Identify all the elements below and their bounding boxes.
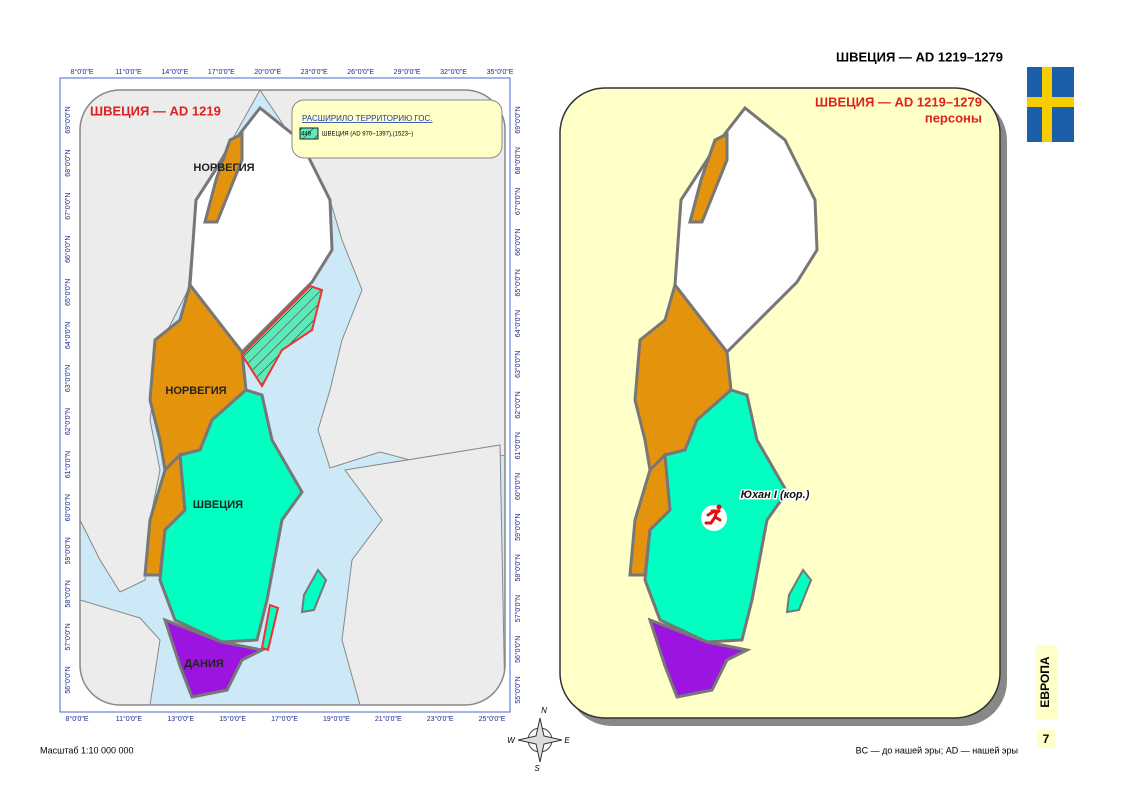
latitude-label: 66°0'0"N <box>64 236 72 263</box>
longitude-label: 19°0'0"E <box>323 715 350 723</box>
latitude-label: 69°0'0"N <box>64 106 72 133</box>
latitude-label: 56°0'0"N <box>514 636 522 663</box>
latitude-label: 64°0'0"N <box>64 322 72 349</box>
latitude-label: 64°0'0"N <box>514 310 522 337</box>
latitude-label: 60°0'0"N <box>64 494 72 521</box>
person-icon <box>701 504 727 531</box>
longitude-label: 29°0'0"E <box>394 68 421 76</box>
right-map: ШВЕЦИЯ — AD 1219–1279 персоны Юхан I (ко… <box>559 87 1007 726</box>
flag <box>1027 67 1074 142</box>
longitude-label: 8°0'0"E <box>66 715 89 723</box>
latitude-label: 63°0'0"N <box>64 365 72 392</box>
compass-letter: N <box>541 706 547 715</box>
latitude-label: 65°0'0"N <box>64 279 72 306</box>
longitude-label: 21°0'0"E <box>375 715 402 723</box>
latitude-label: 57°0'0"N <box>64 623 72 650</box>
longitude-label: 13°0'0"E <box>167 715 194 723</box>
latitude-label: 66°0'0"N <box>514 229 522 256</box>
longitude-label: 17°0'0"E <box>208 68 235 76</box>
legend-label: ШВЕЦИЯ (AD 970–1397),(1523–) <box>322 132 413 138</box>
latitude-label: 60°0'0"N <box>514 473 522 500</box>
longitude-label: 26°0'0"E <box>347 68 374 76</box>
region-label: ДАНИЯ <box>184 658 224 670</box>
latitude-label: 55°0'0"N <box>514 676 522 703</box>
map-subtitle: персоны <box>925 110 982 125</box>
latitude-label: 56°0'0"N <box>64 666 72 693</box>
longitude-label: 8°0'0"E <box>71 68 94 76</box>
legend-title: РАСШИРИЛО ТЕРРИТОРИЮ ГОС. <box>302 114 433 123</box>
longitude-label: 23°0'0"E <box>427 715 454 723</box>
compass: N E S W <box>507 706 570 773</box>
latitude-label: 61°0'0"N <box>514 432 522 459</box>
region-label: НОРВЕГИЯ <box>193 162 254 174</box>
latitude-label: 63°0'0"N <box>514 351 522 378</box>
legend-code: 449 <box>301 132 312 138</box>
page-number-box <box>1037 730 1055 748</box>
era-note: BC — до нашей эры; AD — нашей эры <box>856 745 1018 755</box>
latitude-label: 59°0'0"N <box>514 514 522 541</box>
longitude-label: 15°0'0"E <box>219 715 246 723</box>
longitude-label: 20°0'0"E <box>254 68 281 76</box>
region-label: НОРВЕГИЯ <box>165 385 226 397</box>
latitude-label: 68°0'0"N <box>514 147 522 174</box>
map-title: ШВЕЦИЯ — AD 1219–1279 <box>815 94 982 109</box>
side-tab <box>1035 645 1057 720</box>
latitude-label: 68°0'0"N <box>64 149 72 176</box>
latitude-label: 57°0'0"N <box>514 595 522 622</box>
latitude-label: 67°0'0"N <box>514 188 522 215</box>
map-title: ШВЕЦИЯ — AD 1219 <box>90 103 221 118</box>
compass-letter: E <box>564 736 570 745</box>
legend: РАСШИРИЛО ТЕРРИТОРИЮ ГОС. 449 ШВЕЦИЯ (AD… <box>291 99 503 159</box>
longitude-label: 23°0'0"E <box>301 68 328 76</box>
side-tab-label: ЕВРОПА <box>1038 656 1052 707</box>
compass-letter: W <box>507 736 516 745</box>
latitude-label: 67°0'0"N <box>64 193 72 220</box>
longitude-label: 32°0'0"E <box>440 68 467 76</box>
longitude-label: 11°0'0"E <box>115 68 142 76</box>
left-map: 8°0'0"E 11°0'0"E 14°0'0"E 17°0'0"E 20°0'0"E 2… <box>59 68 522 723</box>
region-label: ШВЕЦИЯ <box>193 499 243 511</box>
latitude-label: 65°0'0"N <box>514 269 522 296</box>
scale-text: Масштаб 1:10 000 000 <box>40 745 134 755</box>
latitude-label: 62°0'0"N <box>514 391 522 418</box>
compass-letter: S <box>534 764 540 773</box>
longitude-label: 25°0'0"E <box>479 715 506 723</box>
person-label: Юхан I (кор.) <box>741 489 810 501</box>
latitude-label: 61°0'0"N <box>64 451 72 478</box>
latitude-label: 69°0'0"N <box>514 106 522 133</box>
page-title: ШВЕЦИЯ — AD 1219–1279 <box>836 49 1003 64</box>
longitude-label: 14°0'0"E <box>161 68 188 76</box>
latitude-label: 62°0'0"N <box>64 408 72 435</box>
latitude-label: 58°0'0"N <box>64 580 72 607</box>
longitude-label: 17°0'0"E <box>271 715 298 723</box>
longitude-label: 35°0'0"E <box>487 68 514 76</box>
latitude-label: 59°0'0"N <box>64 537 72 564</box>
page-number: 7 <box>1043 732 1050 746</box>
longitude-label: 11°0'0"E <box>116 715 143 723</box>
latitude-label: 58°0'0"N <box>514 554 522 581</box>
